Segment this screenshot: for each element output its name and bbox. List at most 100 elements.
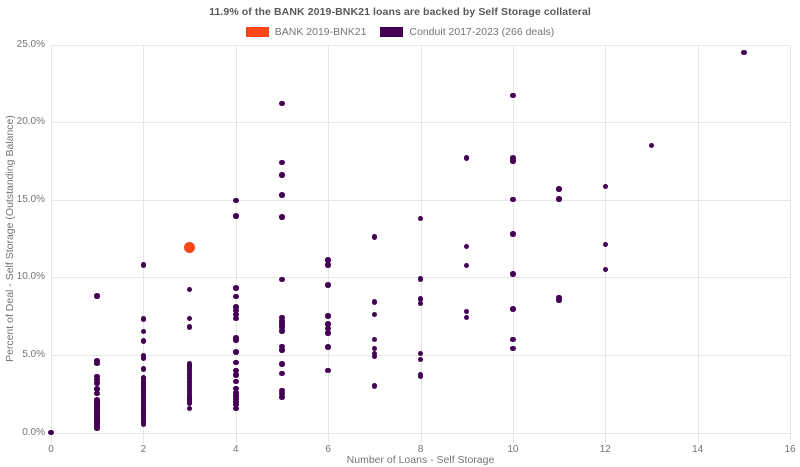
data-point — [417, 356, 424, 363]
data-point — [186, 315, 193, 322]
data-point — [140, 417, 147, 423]
legend: BANK 2019-BNK21 Conduit 2017-2023 (266 d… — [0, 26, 800, 38]
data-point — [233, 405, 239, 412]
data-point — [510, 92, 516, 99]
data-point — [279, 347, 285, 353]
data-point — [510, 336, 516, 343]
data-point — [186, 400, 193, 406]
data-point — [417, 350, 424, 357]
data-point — [233, 372, 239, 378]
data-point — [279, 321, 285, 327]
data-point — [371, 336, 378, 343]
data-point — [279, 192, 285, 198]
data-point — [186, 405, 193, 412]
data-point — [233, 393, 239, 399]
data-point — [510, 155, 516, 161]
data-point — [279, 172, 285, 178]
data-point — [233, 385, 239, 392]
data-point — [279, 100, 285, 107]
data-point — [371, 350, 378, 357]
data-point — [233, 304, 239, 310]
data-point — [233, 213, 239, 219]
data-point — [279, 318, 285, 324]
data-point — [94, 425, 100, 431]
data-point — [556, 196, 562, 202]
v-gridline — [790, 44, 791, 443]
legend-swatch-conduit — [380, 27, 404, 37]
data-point — [510, 196, 516, 203]
x-tick-label: 8 — [417, 444, 424, 455]
data-point — [602, 241, 608, 248]
v-gridline — [512, 44, 514, 443]
data-point — [279, 159, 285, 166]
data-point — [140, 366, 147, 372]
y-axis-title: Percent of Deal - Self Storage (Outstand… — [4, 115, 16, 362]
data-point — [417, 215, 424, 222]
data-point — [233, 378, 239, 385]
v-gridline — [235, 44, 237, 443]
data-point — [510, 158, 516, 164]
data-point — [233, 197, 239, 204]
data-point — [140, 355, 147, 361]
x-tick-label: 4 — [232, 444, 239, 455]
data-point — [233, 285, 239, 291]
data-point — [510, 231, 516, 237]
chart-title: 11.9% of the BANK 2019-BNK21 loans are b… — [209, 6, 591, 18]
data-point — [371, 234, 378, 240]
data-point — [140, 421, 147, 428]
data-point — [325, 321, 331, 327]
data-point — [140, 328, 147, 335]
x-tick-label: 0 — [48, 444, 54, 455]
data-point — [325, 262, 331, 268]
legend-label-conduit: Conduit 2017-2023 (266 deals) — [409, 26, 555, 38]
data-point — [417, 296, 424, 302]
data-point — [371, 383, 378, 389]
data-point — [233, 401, 239, 408]
data-point — [510, 345, 516, 352]
data-point — [279, 214, 285, 220]
data-point — [648, 142, 655, 149]
legend-item-bank: BANK 2019-BNK21 — [245, 26, 366, 38]
data-point — [233, 349, 239, 355]
x-tick-label: 16 — [784, 444, 796, 455]
data-point — [602, 266, 608, 273]
data-point — [186, 286, 193, 293]
y-tick-label: 0.0% — [22, 426, 45, 438]
data-point — [233, 293, 239, 300]
data-point — [279, 276, 285, 283]
data-point — [463, 308, 470, 315]
data-point — [556, 186, 562, 192]
data-point — [556, 297, 562, 303]
data-point — [94, 380, 100, 386]
data-point — [140, 316, 147, 322]
legend-item-conduit: Conduit 2017-2023 (266 deals) — [380, 26, 554, 38]
data-point — [325, 282, 331, 288]
y-tick-label: 20.0% — [16, 116, 45, 128]
y-tick-label: 10.0% — [16, 271, 45, 283]
data-point — [233, 396, 239, 402]
y-tick-label: 25.0% — [16, 38, 45, 50]
data-point — [233, 367, 239, 374]
data-point — [279, 314, 285, 321]
v-gridline — [51, 44, 52, 443]
data-point — [325, 325, 331, 332]
data-point — [233, 311, 239, 318]
data-point — [140, 262, 147, 268]
data-point — [94, 360, 100, 367]
data-point — [233, 359, 239, 366]
data-point — [325, 313, 331, 319]
data-point — [140, 338, 147, 344]
data-point — [371, 353, 378, 360]
data-point — [371, 345, 378, 352]
data-point — [94, 376, 100, 383]
data-point — [48, 429, 54, 436]
data-point — [186, 324, 193, 330]
data-point — [140, 400, 147, 406]
data-point — [94, 386, 100, 392]
data-point — [510, 271, 516, 277]
data-point — [233, 337, 239, 343]
data-point — [94, 373, 100, 380]
x-tick-label: 10 — [507, 444, 519, 455]
x-tick-label: 6 — [325, 444, 331, 455]
